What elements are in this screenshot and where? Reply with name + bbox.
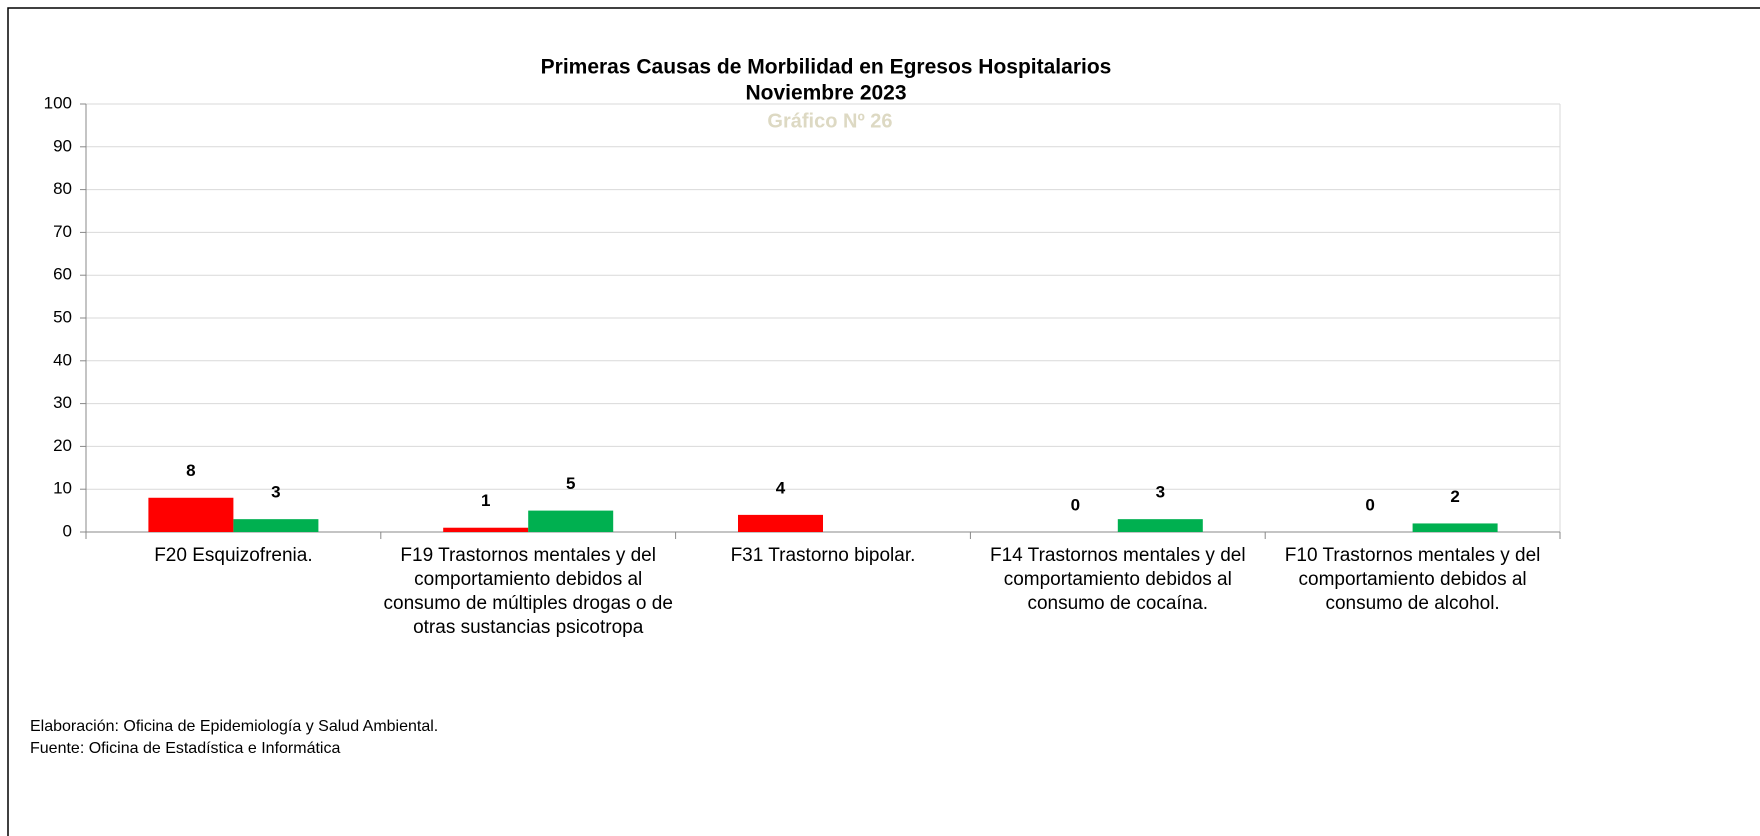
y-tick-label: 40	[53, 350, 72, 369]
data-label: 0	[1071, 495, 1080, 514]
y-tick-label: 70	[53, 222, 72, 241]
x-tick-label: F14 Trastornos mentales y del comportami…	[990, 545, 1246, 614]
y-tick-label: 80	[53, 179, 72, 198]
y-tick-label: 60	[53, 265, 72, 284]
bar	[738, 514, 823, 532]
chart-subtitle: Noviembre 2023	[745, 82, 906, 105]
bar	[233, 519, 319, 532]
data-label: 5	[566, 474, 575, 493]
data-label: 3	[271, 483, 280, 502]
data-label: 2	[1450, 487, 1459, 506]
bar	[1412, 523, 1498, 532]
footnote: Elaboración: Oficina de Epidemiología y …	[30, 718, 438, 735]
y-tick-label: 20	[53, 436, 72, 455]
footnote: Fuente: Oficina de Estadística e Informá…	[30, 740, 340, 757]
data-label: 8	[186, 461, 195, 480]
y-tick-label: 100	[44, 93, 72, 112]
x-tick-label: F19 Trastornos mentales y del comportami…	[383, 545, 673, 638]
data-label: 4	[776, 478, 786, 497]
bar	[443, 527, 529, 532]
x-tick-label: F31 Trastorno bipolar.	[730, 545, 916, 566]
bar	[528, 510, 614, 532]
bar	[1117, 519, 1203, 532]
y-tick-label: 50	[53, 307, 72, 326]
data-label: 0	[1365, 495, 1374, 514]
bar	[148, 497, 234, 532]
data-label: 1	[481, 491, 490, 510]
x-tick-label: F10 Trastornos mentales y del comportami…	[1284, 545, 1541, 614]
y-tick-label: 10	[53, 479, 72, 498]
data-label: 3	[1156, 483, 1165, 502]
y-tick-label: 0	[63, 521, 72, 540]
frame	[7, 7, 1760, 836]
chart-annotation: Gráfico Nº 26	[767, 110, 892, 132]
y-tick-label: 30	[53, 393, 72, 412]
x-tick-label: F20 Esquizofrenia.	[154, 545, 313, 566]
y-tick-label: 90	[53, 136, 72, 155]
chart-title: Primeras Causas de Morbilidad en Egresos…	[541, 56, 1112, 79]
